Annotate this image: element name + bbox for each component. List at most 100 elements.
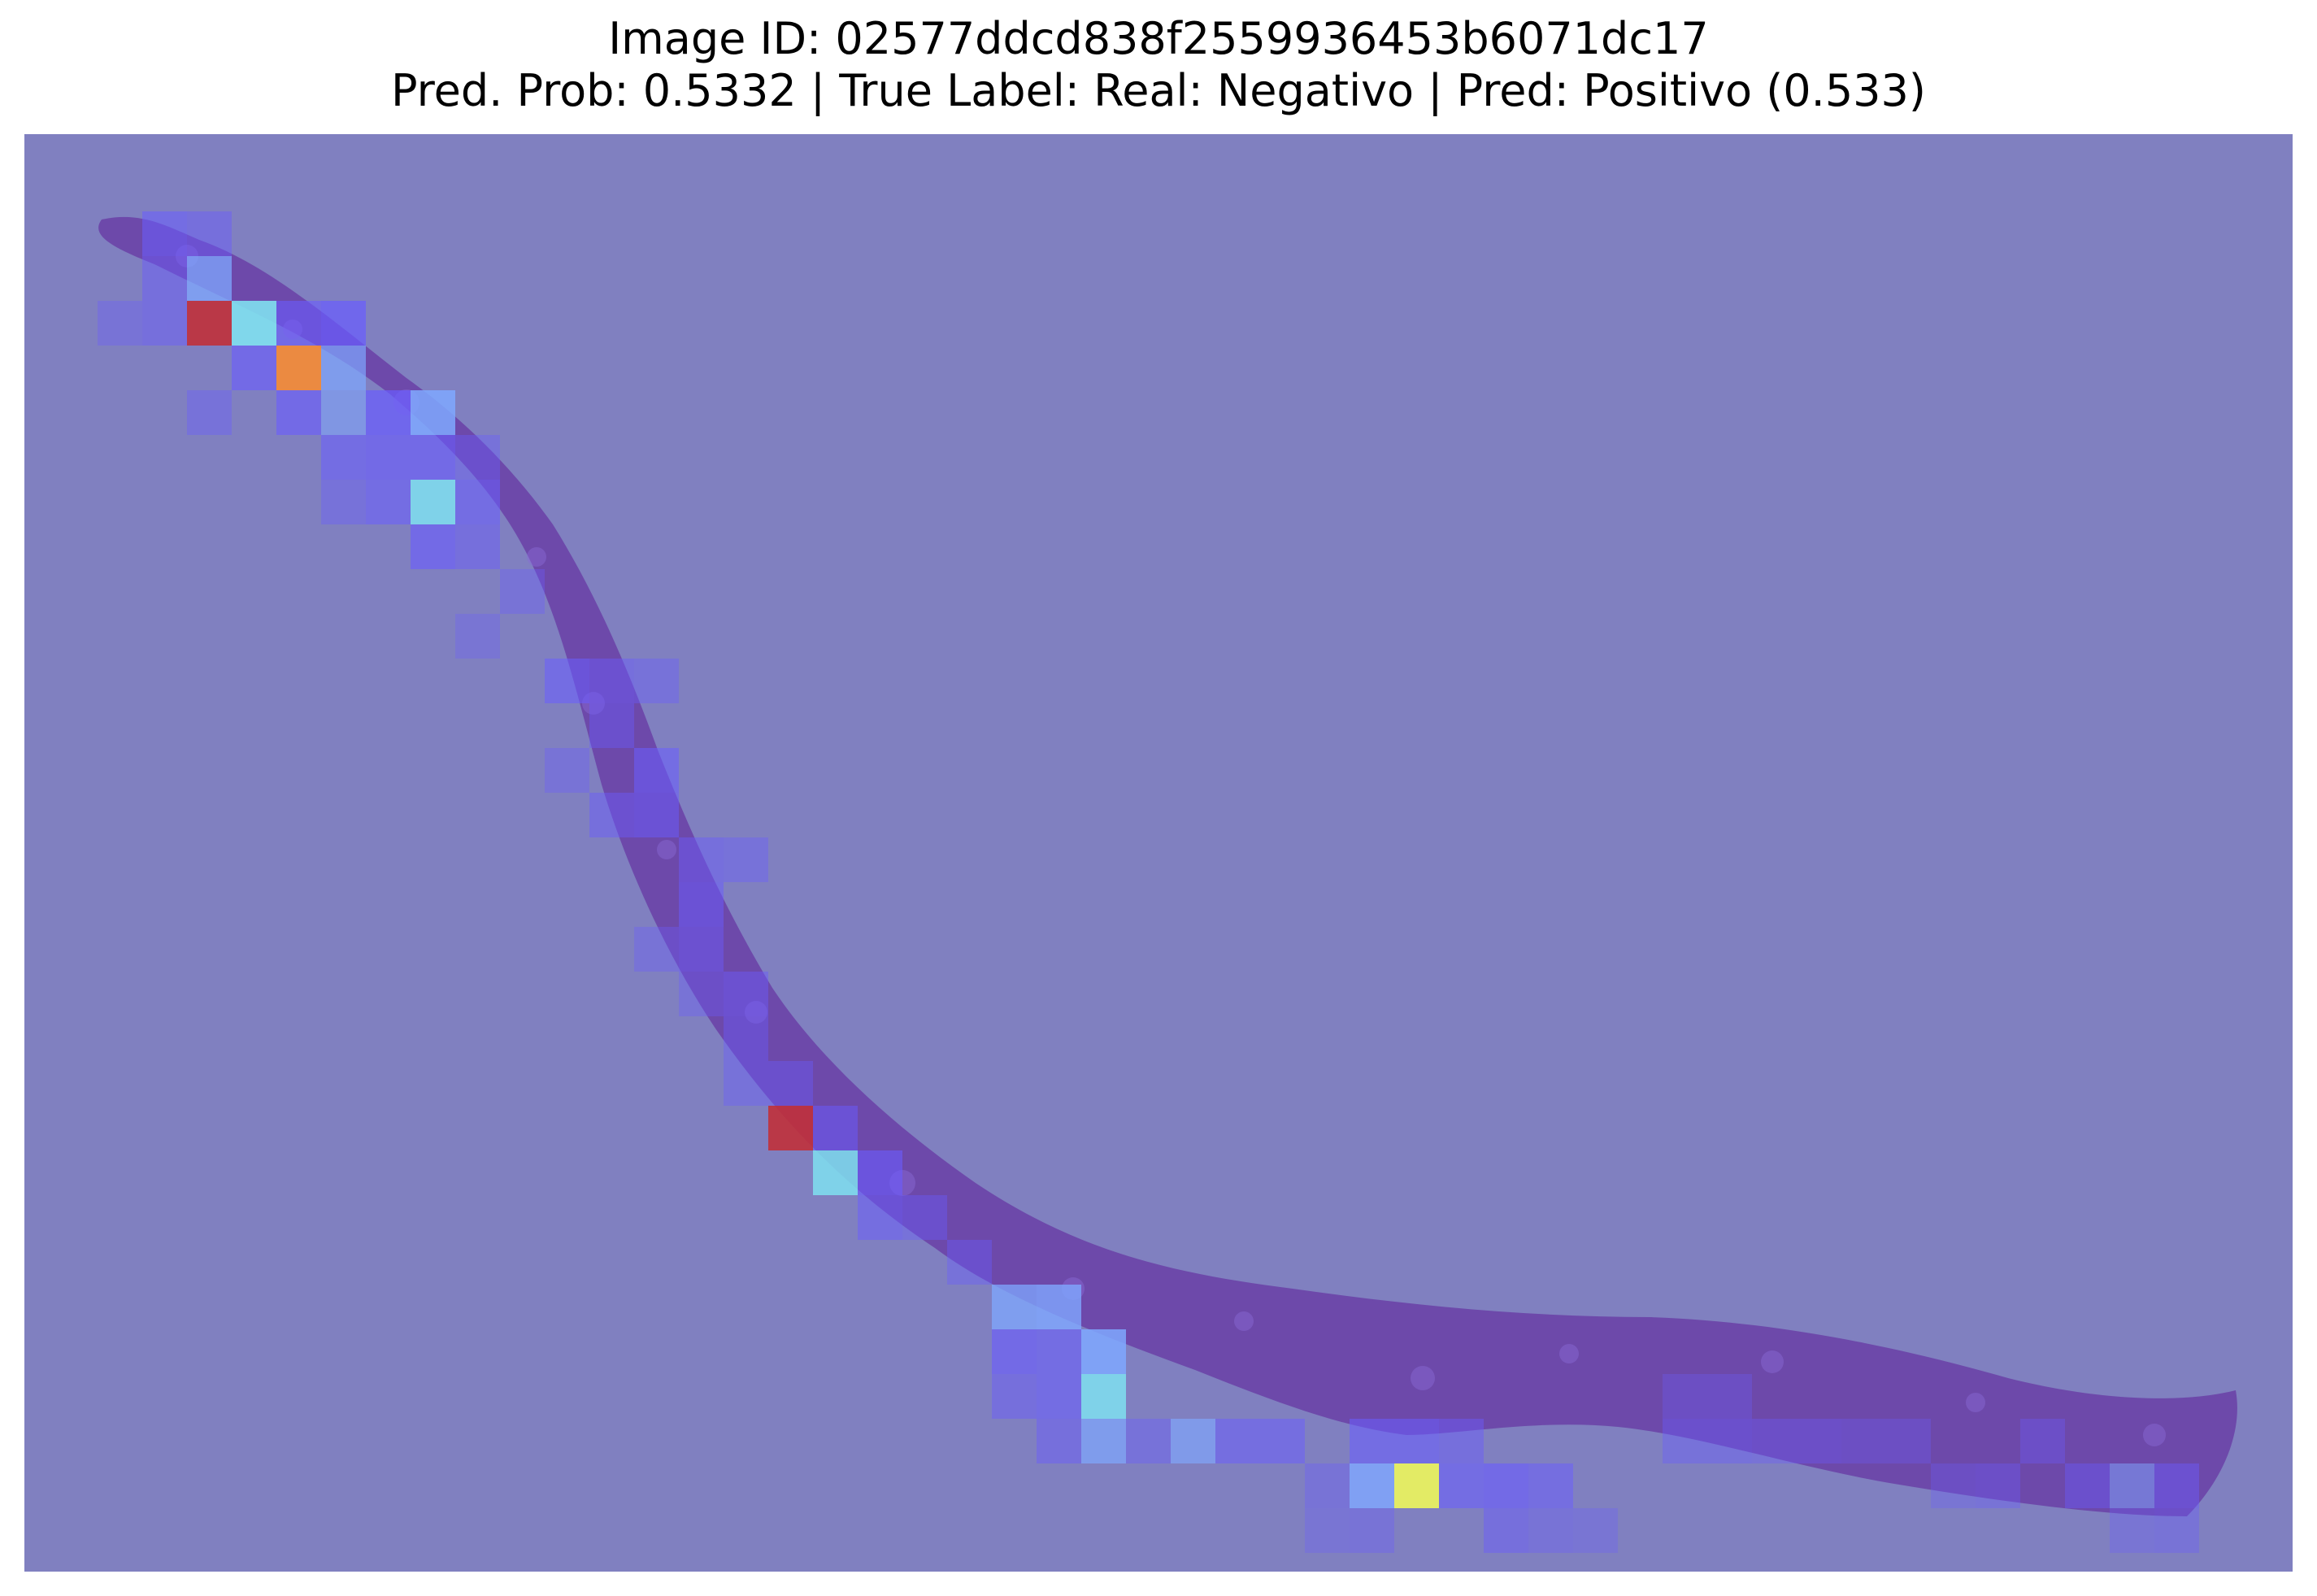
heatmap-tile <box>2154 1508 2199 1553</box>
heatmap-tile <box>187 301 232 346</box>
heatmap-tile <box>500 569 545 614</box>
heatmap-tile <box>1439 1419 1484 1463</box>
heatmap-tile <box>1260 1419 1305 1463</box>
heatmap-tile <box>902 1195 947 1240</box>
heatmap-tile <box>1797 1419 1841 1463</box>
heatmap-svg <box>98 211 2237 1553</box>
tissue-strip <box>98 216 2237 1516</box>
heatmap-tile <box>321 435 366 480</box>
heatmap-tile <box>858 1195 902 1240</box>
heatmap-tile <box>768 1061 813 1106</box>
heatmap-tile <box>679 927 724 972</box>
heatmap-tile <box>366 435 411 480</box>
heatmap-tile <box>321 480 366 524</box>
heatmap-tile <box>724 1016 768 1061</box>
heatmap-tile <box>1305 1508 1350 1553</box>
heatmap-tile <box>1976 1463 2020 1508</box>
heatmap-tile <box>1081 1419 1126 1463</box>
heatmap-tile <box>321 301 366 346</box>
heatmap-tile <box>1484 1508 1528 1553</box>
heatmap-tile <box>276 390 321 435</box>
heatmap-tile <box>1350 1419 1394 1463</box>
heatmap-tile <box>1931 1463 1976 1508</box>
heatmap-tile <box>321 346 366 390</box>
heatmap-tile <box>2154 1463 2199 1508</box>
heatmap-tile <box>1394 1419 1439 1463</box>
heatmap-tile <box>679 837 724 882</box>
heatmap-tile <box>142 256 187 301</box>
heatmap-tile <box>1081 1329 1126 1374</box>
heatmap-tile <box>1037 1285 1081 1329</box>
heatmap-tile <box>2065 1463 2110 1508</box>
heatmap-tile <box>1350 1508 1394 1553</box>
heatmap-tile <box>634 659 679 703</box>
heatmap-tile <box>1037 1419 1081 1463</box>
heatmap-tile <box>992 1329 1037 1374</box>
heatmap-tile <box>1752 1419 1797 1463</box>
heatmap-overlay-image <box>24 134 2293 1572</box>
heatmap-tile <box>813 1106 858 1150</box>
heatmap-tile <box>679 882 724 927</box>
heatmap-tile <box>589 793 634 837</box>
heatmap-tile <box>724 1061 768 1106</box>
heatmap-tile <box>276 346 321 390</box>
heatmap-tile <box>1215 1419 1260 1463</box>
heatmap-tile <box>545 659 589 703</box>
heatmap-tile <box>1350 1463 1394 1508</box>
tissue-texture <box>176 245 2166 1446</box>
heatmap-tile <box>1037 1329 1081 1374</box>
title-prediction-summary: Pred. Prob: 0.5332 | True Label: Real: N… <box>391 65 1926 116</box>
heatmap-tile <box>187 390 232 435</box>
heatmap-tile <box>1886 1419 1931 1463</box>
heatmap-tile <box>366 390 411 435</box>
heatmap-tile <box>187 256 232 301</box>
heatmap-tile <box>634 927 679 972</box>
heatmap-tile <box>1394 1463 1439 1508</box>
heatmap-tile <box>142 211 187 256</box>
heatmap-tile <box>724 972 768 1016</box>
heatmap-tile <box>634 793 679 837</box>
heatmap-tile <box>1171 1419 1215 1463</box>
heatmap-tile <box>1439 1463 1484 1508</box>
heatmap-tile <box>411 390 455 435</box>
heatmap-tile <box>455 614 500 659</box>
heatmap-tile <box>992 1285 1037 1329</box>
heatmap-tile <box>1037 1374 1081 1419</box>
heatmap-tile <box>813 1150 858 1195</box>
heatmap-tile <box>2020 1419 2065 1463</box>
heatmap-tile <box>992 1374 1037 1419</box>
heatmap-tile <box>1663 1419 1707 1463</box>
heatmap-tile <box>232 346 276 390</box>
heatmap-tile <box>366 480 411 524</box>
heatmap-tile <box>589 703 634 748</box>
title-image-id: Image ID: 02577ddcd838f2559936453b6071dc… <box>608 13 1709 64</box>
heatmap-tile <box>768 1106 813 1150</box>
heatmap-tile <box>232 301 276 346</box>
heatmap-tile <box>98 301 142 346</box>
heatmap-tile <box>1305 1463 1350 1508</box>
heatmap-tile <box>634 748 679 793</box>
heatmap-tile <box>2110 1508 2154 1553</box>
heatmap-tile <box>455 480 500 524</box>
heatmap-tile <box>187 211 232 256</box>
heatmap-tile <box>589 659 634 703</box>
heatmap-tile <box>411 524 455 569</box>
heatmap-tile <box>724 837 768 882</box>
heatmap-tile <box>1528 1463 1573 1508</box>
heatmap-tile <box>679 972 724 1016</box>
heatmap-tile <box>1573 1508 1618 1553</box>
heatmap-tile <box>455 524 500 569</box>
heatmap-tile <box>411 480 455 524</box>
heatmap-tile <box>1484 1463 1528 1508</box>
heatmap-tile <box>1081 1374 1126 1419</box>
heatmap-tile <box>1707 1419 1752 1463</box>
heatmap-tile <box>947 1240 992 1285</box>
heatmap-tile <box>545 748 589 793</box>
heatmap-tile <box>1126 1419 1171 1463</box>
heatmap-tile <box>1841 1419 1886 1463</box>
heatmap-tile <box>411 435 455 480</box>
heatmap-tile <box>142 301 187 346</box>
heatmap-tile <box>1707 1374 1752 1419</box>
heatmap-tile <box>1528 1508 1573 1553</box>
